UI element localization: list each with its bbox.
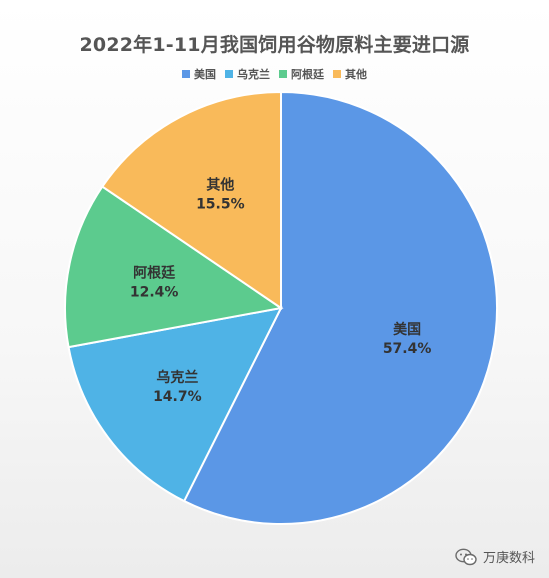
legend-item: 阿根廷 xyxy=(279,66,324,82)
slice-category-label: 阿根廷 xyxy=(133,264,176,281)
legend-label: 美国 xyxy=(194,68,216,81)
legend-item: 美国 xyxy=(182,66,216,82)
chart-title: 2022年1-11月我国饲用谷物原料主要进口源 xyxy=(79,34,470,56)
slice-value-label: 15.5% xyxy=(196,196,245,212)
slice-category-label: 美国 xyxy=(393,321,421,338)
legend-swatch xyxy=(225,70,233,78)
legend-item: 乌克兰 xyxy=(225,66,270,82)
legend-label: 阿根廷 xyxy=(291,68,324,81)
legend-swatch xyxy=(333,70,341,78)
legend-item: 其他 xyxy=(333,66,367,82)
slice-category-label: 其他 xyxy=(206,176,234,193)
legend-label: 其他 xyxy=(345,68,367,81)
legend: 美国 乌克兰 阿根廷 其他 xyxy=(0,66,549,82)
pie-slice xyxy=(100,90,282,310)
slice-value-label: 12.4% xyxy=(130,284,179,300)
watermark-text: 万庚数科 xyxy=(482,551,535,566)
wechat-icon xyxy=(455,548,477,565)
pie-slice xyxy=(182,90,498,525)
legend-label: 乌克兰 xyxy=(237,68,270,81)
slice-value-label: 14.7% xyxy=(153,389,202,405)
slice-category-label: 乌克兰 xyxy=(156,369,198,386)
legend-swatch xyxy=(279,70,287,78)
slice-value-label: 57.4% xyxy=(383,341,432,357)
pie-slice xyxy=(64,185,284,349)
watermark: 万庚数科 xyxy=(455,547,535,566)
pie-slice xyxy=(67,306,283,503)
legend-swatch xyxy=(182,70,190,78)
